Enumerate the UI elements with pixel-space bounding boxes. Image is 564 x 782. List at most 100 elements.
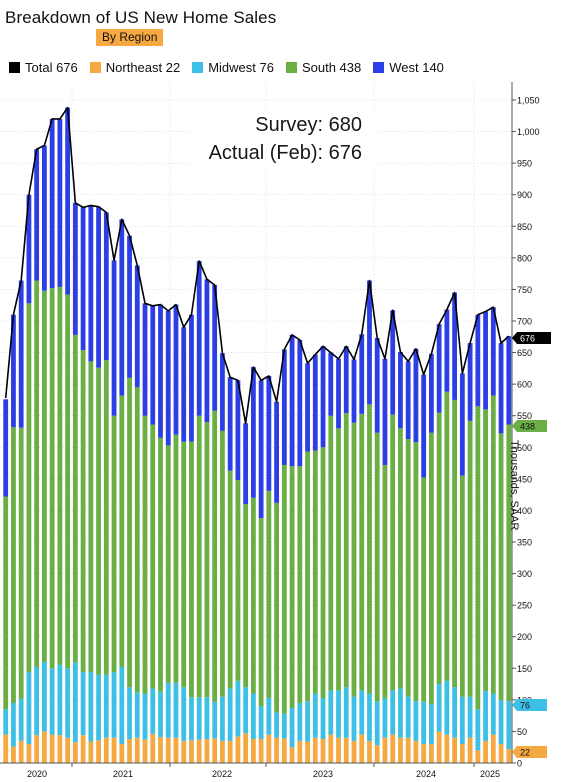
bar-segment-west	[336, 358, 341, 429]
bar-segment-northeast	[235, 736, 241, 763]
bar-segment-northeast	[165, 737, 171, 763]
bar-segment-west	[250, 367, 256, 498]
bar-segment-midwest	[127, 687, 132, 740]
bar-segment-west	[390, 310, 396, 415]
y-tick-label: 750	[517, 285, 532, 295]
bar-segment-west	[436, 324, 442, 413]
bar-segment-northeast	[274, 737, 279, 763]
bar-segment-south	[405, 439, 411, 697]
x-tick-label: 2023	[313, 769, 333, 779]
bar-segment-west	[34, 149, 40, 281]
bar-segment-midwest	[158, 691, 163, 738]
bar-segment-south	[258, 518, 264, 707]
bar-segment-northeast	[305, 741, 310, 763]
bar-segment-west	[18, 280, 24, 428]
bar-segment-south	[26, 303, 32, 673]
bar-segment-northeast	[26, 744, 32, 763]
bar-segment-northeast	[398, 737, 403, 763]
bar-segment-south	[467, 420, 473, 697]
bar-segment-midwest	[359, 690, 365, 735]
bar-segment-south	[320, 447, 326, 698]
bar-segment-south	[57, 286, 63, 665]
bar-segment-midwest	[42, 661, 47, 732]
bar-segment-south	[150, 424, 156, 689]
bar-segment-northeast	[49, 734, 55, 763]
bar-segment-west	[165, 310, 171, 446]
bar-segment-midwest	[57, 664, 63, 736]
bar-segment-west	[258, 380, 264, 518]
value-flag-label: 22	[520, 748, 530, 758]
bar-segment-west	[297, 339, 303, 467]
actual-value: Actual (Feb): 676	[208, 142, 362, 164]
bar-segment-midwest	[475, 709, 481, 751]
y-tick-label: 250	[517, 601, 532, 611]
bar-segment-northeast	[243, 733, 249, 763]
y-tick-label: 200	[517, 632, 532, 642]
bar-segment-midwest	[80, 672, 86, 736]
bar-segment-south	[65, 294, 71, 669]
bar-segment-west	[181, 327, 187, 442]
bar-segment-south	[312, 450, 318, 694]
bar-segment-south	[189, 441, 194, 698]
bar-segment-west	[413, 348, 419, 443]
bar-segment-northeast	[173, 737, 179, 763]
bar-segment-south	[498, 433, 504, 700]
bar-segment-south	[181, 441, 187, 688]
chart-title: Breakdown of US New Home Sales	[5, 8, 277, 27]
value-flag-label: 676	[520, 334, 535, 344]
bar-segment-west	[220, 353, 225, 431]
bar-segment-west	[57, 118, 63, 287]
bar-segment-west	[475, 314, 481, 407]
bar-segment-midwest	[436, 684, 442, 732]
bar-segment-south	[243, 504, 249, 688]
y-tick-label: 500	[517, 443, 532, 453]
bar-segment-south	[34, 280, 40, 668]
bar-segment-midwest	[150, 688, 156, 734]
bar-segment-northeast	[452, 737, 458, 763]
bar-segment-midwest	[165, 682, 171, 738]
bar-segment-south	[398, 428, 403, 689]
bar-segment-northeast	[405, 737, 411, 763]
bar-segment-northeast	[506, 749, 512, 763]
bar-segment-midwest	[374, 701, 380, 746]
stacked-bar-chart: 0501001502002503003504004505005506006507…	[0, 82, 551, 779]
chart-subtitle-badge: By Region	[96, 29, 164, 46]
bar-segment-northeast	[134, 737, 140, 763]
bar-segment-west	[204, 279, 210, 423]
bar-segment-northeast	[142, 739, 148, 763]
bar-segment-south	[483, 409, 488, 692]
bar-segment-midwest	[328, 690, 334, 735]
bar-segment-west	[80, 207, 86, 351]
legend-swatch	[373, 61, 385, 73]
bar-segment-west	[483, 311, 488, 410]
bar-segment-south	[506, 424, 512, 702]
bar-segment-south	[289, 466, 295, 709]
bar-segment-midwest	[459, 696, 465, 745]
bar-segment-west	[196, 261, 202, 416]
bar-segment-south	[382, 464, 388, 699]
bar-segment-west	[96, 206, 101, 368]
bar-segment-south	[444, 391, 450, 681]
bar-segment-midwest	[483, 691, 488, 741]
bar-segment-west	[398, 351, 403, 429]
bar-segment-northeast	[3, 734, 9, 763]
y-tick-label: 550	[517, 411, 532, 421]
bar-segment-northeast	[374, 745, 380, 763]
bar-segment-midwest	[452, 687, 458, 738]
bar-segment-northeast	[312, 737, 318, 763]
x-tick-label: 2025	[480, 769, 500, 779]
bar-segment-south	[3, 496, 9, 710]
bar-segment-west	[72, 202, 78, 335]
bar-segment-west	[506, 336, 512, 425]
bar-segment-midwest	[189, 697, 194, 741]
bar-segment-northeast	[103, 737, 109, 763]
bar-segment-northeast	[297, 740, 303, 763]
bar-segment-midwest	[119, 667, 125, 745]
y-tick-label: 50	[517, 727, 527, 737]
bar-segment-northeast	[483, 740, 488, 763]
bar-segment-northeast	[204, 739, 210, 763]
bar-segment-northeast	[367, 740, 372, 763]
bar-segment-south	[390, 414, 396, 691]
bar-segment-midwest	[212, 701, 218, 739]
bar-segment-west	[266, 375, 272, 491]
